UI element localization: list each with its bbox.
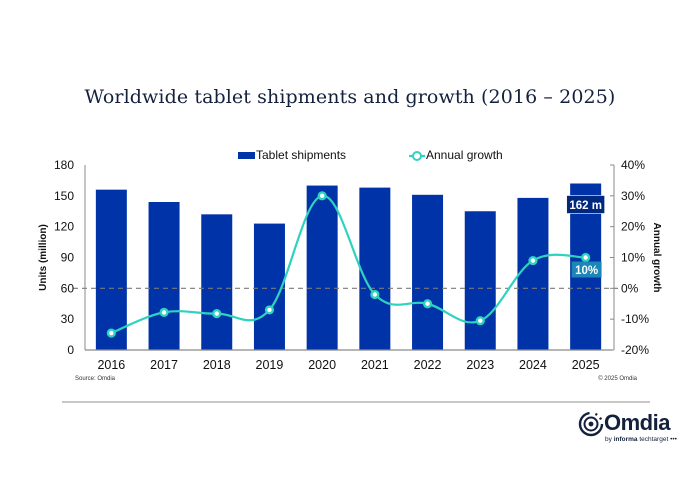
dots-icon: ••• [670,436,677,443]
y-tick-label: 120 [54,220,74,234]
x-tick-label: 2018 [203,358,231,372]
growth-point-center [425,301,430,306]
omdia-logo-icon [578,411,604,437]
copyright-note: © 2025 Omdia [598,375,637,382]
shipments-data-label: 162 m [569,200,602,212]
growth-line [110,194,586,335]
tagline-prefix: by [605,436,612,443]
growth-label-box [571,261,602,278]
legend: Tablet shipments Annual growth [238,148,503,162]
bar-2020 [306,185,338,350]
labels-layer: 162 m 10% [566,195,605,278]
growth-point-center [161,310,167,315]
y-tick-label: 60 [61,281,75,295]
growth-point-center [214,311,219,316]
y2-tick-label: 40% [621,158,645,172]
y2-tick-label: -20% [621,343,649,357]
y2-tick-label: 0% [621,281,639,295]
growth-data-label: 10% [575,265,598,277]
x-tick-label: 2024 [519,358,547,372]
bar-2016 [95,189,127,350]
y2-tick-label: 20% [621,220,645,234]
growth-line-layer [106,191,591,338]
bar-2021 [359,187,391,350]
x-tick-label: 2017 [150,358,178,372]
shipments-label-box [566,195,605,214]
bar-2022 [412,194,444,350]
legend-label-growth: Annual growth [426,148,503,162]
x-tick-label: 2022 [414,358,442,372]
y2-tick-label: 30% [621,189,645,203]
legend-label-shipments: Tablet shipments [256,148,346,162]
legend-marker-icon [412,151,422,161]
growth-point-center [267,307,272,313]
x-tick-label: 2025 [572,358,600,372]
footer-divider [62,401,650,403]
y2-axis-title: Annual growth [651,223,662,293]
axes-layer: 0 30 60 90 120 150 180 Units (million) -20% -10% 0… [38,158,662,372]
y-tick-label: 90 [61,251,75,265]
tagline-rest: techtarget [639,436,669,443]
logo-tagline: by informa techtarget ••• [605,436,677,443]
chart-title: Worldwide tablet shipments and growth (2… [84,86,616,108]
y2-tick-label: 10% [621,251,645,265]
growth-point-center [372,292,378,297]
growth-point-center [583,255,588,260]
y-axis-title: Units (million) [38,224,49,291]
y-tick-label: 150 [54,189,74,203]
growth-point-center [478,318,483,323]
source-note: Source: Omdia [75,376,116,382]
growth-point-center [109,330,114,336]
bar-2024 [517,197,549,350]
x-tick-label: 2020 [308,358,336,372]
x-tick-label: 2016 [97,358,125,372]
bar-2019 [253,223,285,350]
bar-2017 [148,202,180,350]
tagline-brand: informa [613,436,638,443]
bar-2018 [201,214,233,350]
y2-tick-label: -10% [621,312,649,326]
y-tick-label: 30 [61,312,75,326]
logo-wordmark: Omdia [604,410,670,435]
x-tick-label: 2019 [256,358,284,372]
growth-point-center [530,258,536,263]
chart-svg: 0 30 60 90 120 150 180 Units (million) -20% -10% 0… [38,148,662,382]
growth-point-center [319,193,325,199]
y-tick-label: 180 [54,158,74,172]
omdia-logo: Omdia by informa techtarget ••• [578,410,688,450]
y-tick-label: 0 [67,343,74,357]
bar-2023 [464,211,496,350]
x-tick-label: 2023 [466,358,494,372]
legend-bar-swatch [238,152,255,159]
x-tick-label: 2021 [361,358,389,372]
